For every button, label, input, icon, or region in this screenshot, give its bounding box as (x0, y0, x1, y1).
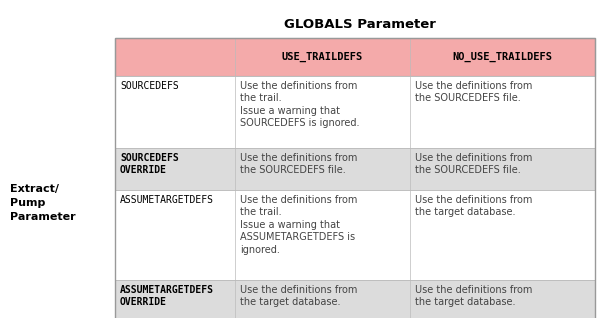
Text: Use the definitions from
the target database.: Use the definitions from the target data… (415, 195, 532, 218)
Text: ASSUMETARGETDEFS
OVERRIDE: ASSUMETARGETDEFS OVERRIDE (120, 285, 214, 308)
Text: Use the definitions from
the target database.: Use the definitions from the target data… (415, 285, 532, 308)
Text: Extract/
Pump
Parameter: Extract/ Pump Parameter (10, 184, 76, 222)
Text: Use the definitions from
the target database.: Use the definitions from the target data… (240, 285, 357, 308)
Text: Use the definitions from
the SOURCEDEFS file.: Use the definitions from the SOURCEDEFS … (415, 153, 532, 176)
Bar (115, 148, 595, 190)
Text: Use the definitions from
the SOURCEDEFS file.: Use the definitions from the SOURCEDEFS … (240, 153, 357, 176)
Text: ASSUMETARGETDEFS: ASSUMETARGETDEFS (120, 195, 214, 205)
Text: SOURCEDEFS: SOURCEDEFS (120, 81, 179, 91)
Bar (115, 76, 595, 148)
Bar (115, 280, 595, 318)
Bar (115, 38, 595, 318)
Bar (115, 190, 595, 280)
Text: Use the definitions from
the trail.
Issue a warning that
SOURCEDEFS is ignored.: Use the definitions from the trail. Issu… (240, 81, 359, 128)
Text: SOURCEDEFS
OVERRIDE: SOURCEDEFS OVERRIDE (120, 153, 179, 176)
Text: Use the definitions from
the trail.
Issue a warning that
ASSUMETARGETDEFS is
ign: Use the definitions from the trail. Issu… (240, 195, 357, 255)
Text: Use the definitions from
the SOURCEDEFS file.: Use the definitions from the SOURCEDEFS … (415, 81, 532, 103)
Text: USE_TRAILDEFS: USE_TRAILDEFS (282, 52, 363, 62)
Bar (115, 38, 595, 76)
Text: NO_USE_TRAILDEFS: NO_USE_TRAILDEFS (452, 52, 552, 62)
Text: GLOBALS Parameter: GLOBALS Parameter (284, 18, 436, 31)
